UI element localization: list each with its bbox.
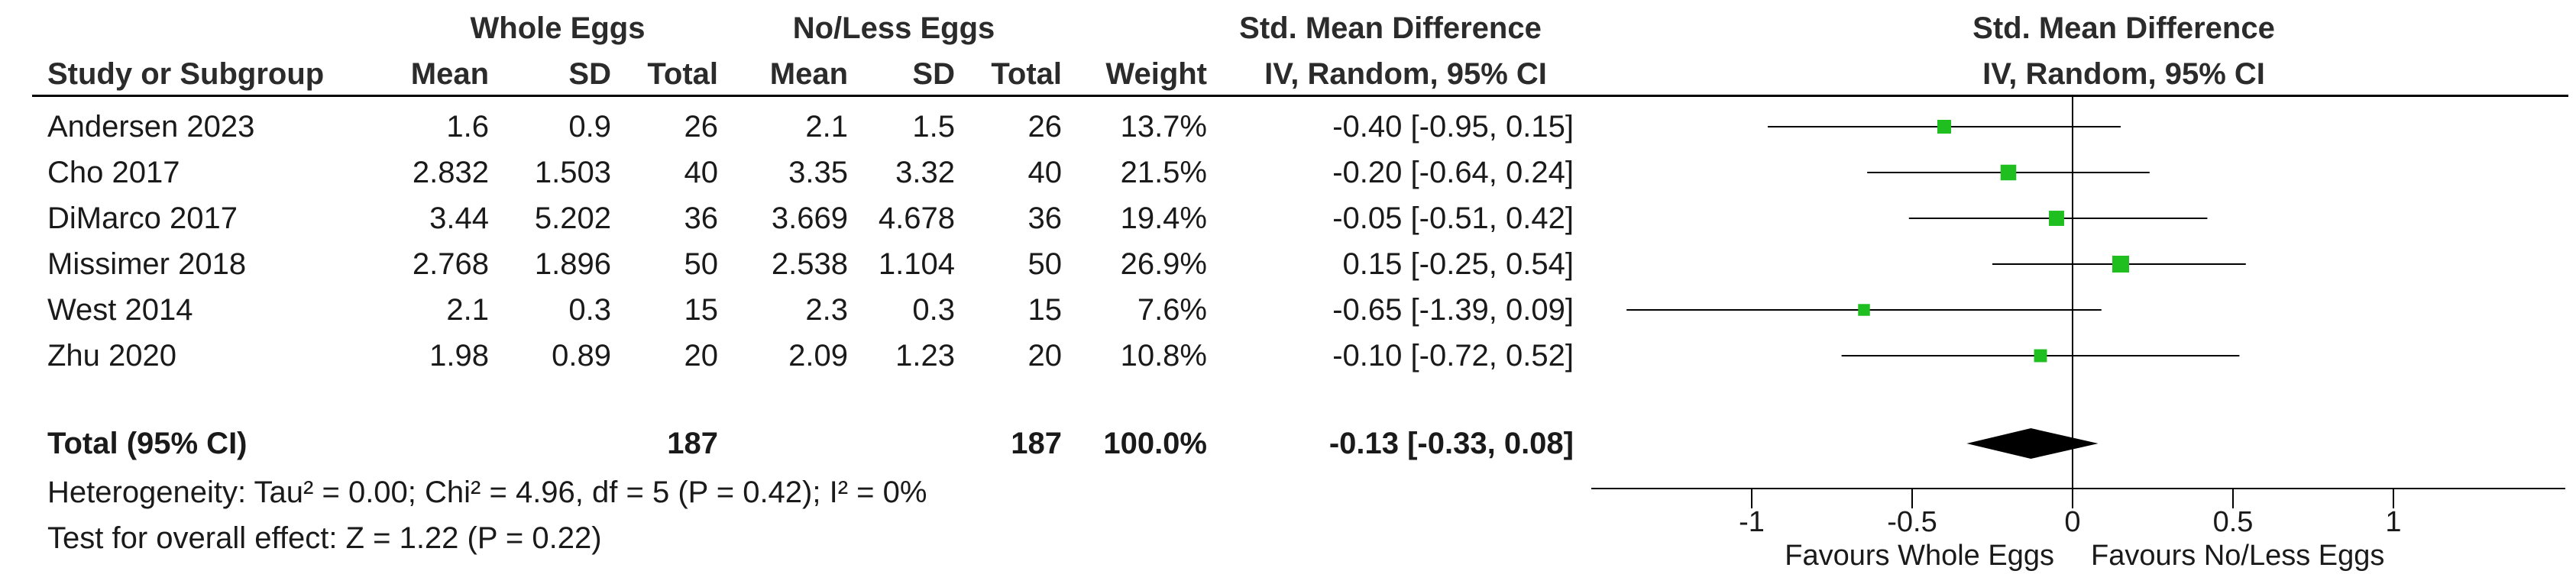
ci-text: 0.15 [-0.25, 0.54] xyxy=(1342,247,1574,281)
we-mean: 1.6 xyxy=(446,110,489,144)
x-tick-label: -0.5 xyxy=(1887,506,1937,538)
study-name: Cho 2017 xyxy=(47,156,180,189)
nl-sd: 1.104 xyxy=(878,247,955,281)
nl-sd: 4.678 xyxy=(878,202,955,235)
we-total: 50 xyxy=(684,247,719,281)
we-total: 40 xyxy=(684,156,719,189)
we-sd: 1.896 xyxy=(534,247,611,281)
effect-header-line1: Std. Mean Difference xyxy=(1239,11,1542,45)
ci-text: -0.05 [-0.51, 0.42] xyxy=(1332,202,1574,235)
we-total: 36 xyxy=(684,202,719,235)
study-marker xyxy=(1937,120,1951,134)
nl-mean: 3.669 xyxy=(771,202,848,235)
we-mean: 2.832 xyxy=(412,156,489,189)
weight: 19.4% xyxy=(1120,202,1207,235)
ci-text: -0.65 [-1.39, 0.09] xyxy=(1332,293,1574,327)
nl-total: 20 xyxy=(1027,339,1063,373)
study-marker xyxy=(2112,255,2130,273)
study-name: Andersen 2023 xyxy=(47,110,255,144)
study-marker xyxy=(1858,304,1870,316)
x-tick-label: 1 xyxy=(2385,506,2401,538)
column-header-study: Study or Subgroup xyxy=(47,57,325,91)
we-total: 20 xyxy=(684,339,719,373)
pooled-diamond xyxy=(1966,428,2099,459)
column-header-we-sd: SD xyxy=(568,57,611,91)
we-mean: 2.1 xyxy=(446,293,489,327)
nl-mean: 2.3 xyxy=(805,293,848,327)
favours-right-label: Favours No/Less Eggs xyxy=(2091,540,2384,572)
ci-text: -0.40 [-0.95, 0.15] xyxy=(1332,110,1574,144)
we-mean: 3.44 xyxy=(429,202,489,235)
column-header-nl-total: Total xyxy=(991,57,1062,91)
column-header-nl-mean: Mean xyxy=(769,57,848,91)
nl-sd: 1.5 xyxy=(912,110,955,144)
we-total: 26 xyxy=(684,110,719,144)
ci-text: -0.20 [-0.64, 0.24] xyxy=(1332,156,1574,189)
x-tick-label: 0 xyxy=(2064,506,2080,538)
x-tick-label: 0.5 xyxy=(2213,506,2254,538)
nl-total: 36 xyxy=(1027,202,1063,235)
overall-effect-text: Test for overall effect: Z = 1.22 (P = 0… xyxy=(47,521,602,555)
column-header-weight: Weight xyxy=(1105,57,1207,91)
x-tick-label: -1 xyxy=(1739,506,1765,538)
nl-total: 50 xyxy=(1027,247,1063,281)
we-sd: 0.9 xyxy=(568,110,611,144)
nl-total: 26 xyxy=(1027,110,1063,144)
nl-mean: 2.538 xyxy=(771,247,848,281)
nl-mean: 2.09 xyxy=(788,339,848,373)
study-name: DiMarco 2017 xyxy=(47,202,238,235)
study-marker xyxy=(2034,349,2047,363)
we-sd: 1.503 xyxy=(534,156,611,189)
header-divider xyxy=(32,95,2568,97)
effect-header-line2: IV, Random, 95% CI xyxy=(1264,57,1547,91)
study-name: West 2014 xyxy=(47,293,193,327)
we-sd: 5.202 xyxy=(534,202,611,235)
study-name: Zhu 2020 xyxy=(47,339,177,373)
group-header-whole-eggs: Whole Eggs xyxy=(470,11,646,45)
total-weight: 100.0% xyxy=(1103,427,1207,460)
weight: 21.5% xyxy=(1120,156,1207,189)
column-header-we-mean: Mean xyxy=(410,57,489,91)
we-sd: 0.89 xyxy=(552,339,611,373)
plot-header-line2: IV, Random, 95% CI xyxy=(1982,57,2265,91)
total-ci-text: -0.13 [-0.33, 0.08] xyxy=(1328,427,1574,460)
nl-mean: 2.1 xyxy=(805,110,848,144)
total-nl-n: 187 xyxy=(1011,427,1062,460)
total-we-n: 187 xyxy=(667,427,718,460)
nl-sd: 3.32 xyxy=(895,156,955,189)
nl-total: 40 xyxy=(1027,156,1063,189)
favours-left-label: Favours Whole Eggs xyxy=(1785,540,2054,572)
weight: 7.6% xyxy=(1137,293,1207,327)
heterogeneity-text: Heterogeneity: Tau² = 0.00; Chi² = 4.96,… xyxy=(47,476,927,509)
we-sd: 0.3 xyxy=(568,293,611,327)
nl-sd: 1.23 xyxy=(895,339,955,373)
we-total: 15 xyxy=(684,293,719,327)
weight: 10.8% xyxy=(1120,339,1207,373)
nl-mean: 3.35 xyxy=(788,156,848,189)
ci-text: -0.10 [-0.72, 0.52] xyxy=(1332,339,1574,373)
nl-sd: 0.3 xyxy=(912,293,955,327)
we-mean: 1.98 xyxy=(429,339,489,373)
column-header-nl-sd: SD xyxy=(912,57,955,91)
nl-total: 15 xyxy=(1027,293,1063,327)
group-header-noless-eggs: No/Less Eggs xyxy=(792,11,995,45)
study-marker xyxy=(2049,211,2064,226)
study-name: Missimer 2018 xyxy=(47,247,247,281)
study-marker xyxy=(2000,164,2017,181)
weight: 26.9% xyxy=(1120,247,1207,281)
weight: 13.7% xyxy=(1120,110,1207,144)
total-label: Total (95% CI) xyxy=(47,427,248,460)
column-header-we-total: Total xyxy=(647,57,718,91)
we-mean: 2.768 xyxy=(412,247,489,281)
plot-header-line1: Std. Mean Difference xyxy=(1972,11,2275,45)
